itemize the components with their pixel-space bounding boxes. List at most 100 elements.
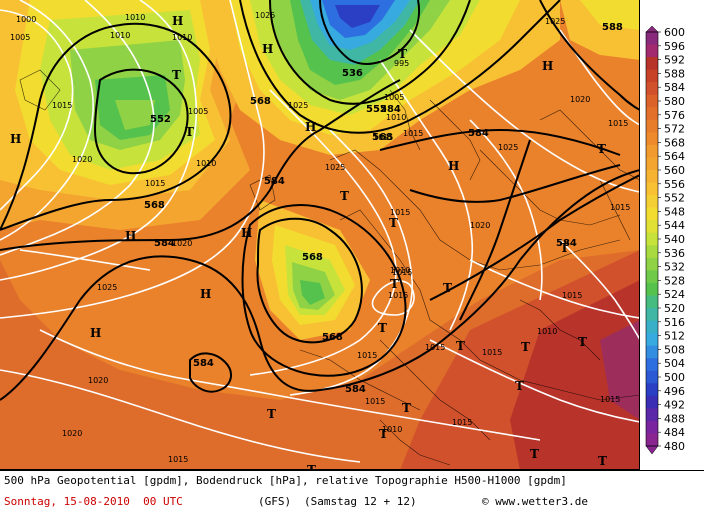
topography-fill bbox=[0, 0, 639, 469]
legend-swatch bbox=[646, 395, 658, 409]
legend-swatch bbox=[646, 220, 658, 234]
geopotential-label: 552 bbox=[150, 114, 171, 125]
legend-tick-label: 540 bbox=[664, 233, 685, 246]
low-pressure-marker: T bbox=[598, 454, 607, 468]
isobar-label: 1010 bbox=[125, 13, 145, 22]
isobar-label: 1010 bbox=[172, 33, 192, 42]
isobar-label: 1025 bbox=[498, 143, 518, 152]
legend-tick-label: 564 bbox=[664, 150, 685, 163]
low-pressure-marker: T bbox=[515, 379, 524, 393]
high-pressure-marker: H bbox=[542, 59, 553, 73]
low-pressure-marker: T bbox=[267, 407, 276, 421]
isobar-label: 1010 bbox=[390, 266, 410, 275]
coastlines bbox=[19, 69, 639, 466]
legend-swatch bbox=[646, 82, 658, 96]
isobar-label: 1010 bbox=[537, 327, 557, 336]
legend-swatch bbox=[646, 207, 658, 221]
legend-swatch bbox=[646, 320, 658, 334]
high-pressure-marker: H bbox=[125, 229, 136, 243]
low-pressure-marker: T bbox=[402, 401, 411, 415]
low-pressure-marker: T bbox=[172, 68, 181, 82]
legend-swatch bbox=[646, 282, 658, 296]
geopotential-label: 584 bbox=[345, 384, 366, 395]
legend-swatch bbox=[646, 195, 658, 209]
low-pressure-marker: T bbox=[398, 47, 407, 61]
geopotential-label: 552 bbox=[366, 104, 387, 115]
isobar-label: 1005 bbox=[188, 107, 208, 116]
legend-tick-label: 528 bbox=[664, 274, 685, 287]
high-pressure-marker: H bbox=[305, 120, 316, 134]
legend-tick-label: 516 bbox=[664, 316, 685, 329]
legend-tick-label: 596 bbox=[664, 40, 685, 53]
low-pressure-marker: T bbox=[307, 463, 316, 470]
legend-swatch bbox=[646, 182, 658, 196]
legend-tick-label: 508 bbox=[664, 343, 685, 356]
legend-swatch bbox=[646, 57, 658, 71]
isobar-label: 1015 bbox=[52, 101, 72, 110]
legend-swatch bbox=[646, 44, 658, 58]
legend-tick-label: 520 bbox=[664, 302, 685, 315]
legend-swatch bbox=[646, 132, 658, 146]
isobar-label: 1010 bbox=[382, 425, 402, 434]
low-pressure-marker: T bbox=[530, 447, 539, 461]
legend-tick-label: 572 bbox=[664, 123, 685, 136]
chart-caption: 500 hPa Geopotential [gpdm], Bodendruck … bbox=[0, 470, 704, 513]
isobar-label: 1005 bbox=[384, 93, 404, 102]
color-scale-legend: 600 596 592 588 584 580 576 572 568 564 560 556 552 5… bbox=[640, 25, 704, 460]
isobar-labels: 1000 1005 1010 1010 1010 1015 1020 1015 … bbox=[10, 11, 630, 464]
legend-tick-label: 536 bbox=[664, 247, 685, 260]
high-pressure-marker: H bbox=[10, 132, 21, 146]
isobar-label: 1015 bbox=[373, 133, 393, 142]
isobar-label: 1005 bbox=[10, 33, 30, 42]
map-area: 1000 1005 1010 1010 1010 1015 1020 1015 … bbox=[0, 0, 640, 470]
legend-tick-label: 512 bbox=[664, 330, 685, 343]
geopotential-labels: 552 568 584 584 568 568 584 584 536 552 … bbox=[144, 22, 623, 395]
geopotential-label: 568 bbox=[302, 252, 323, 263]
legend-tick-label: 492 bbox=[664, 399, 685, 412]
legend-swatch bbox=[646, 119, 658, 133]
geopotential-lines bbox=[0, 0, 639, 401]
isobar-label: 1015 bbox=[357, 351, 377, 360]
legend-tick-label: 524 bbox=[664, 288, 685, 301]
legend-swatch bbox=[646, 383, 658, 397]
caption-run: (Samstag 12 + 12) bbox=[304, 495, 417, 508]
legend-swatch bbox=[646, 232, 658, 246]
legend-swatch bbox=[646, 69, 658, 83]
isobar-label: 1015 bbox=[365, 397, 385, 406]
legend-tick-label: 488 bbox=[664, 412, 685, 425]
legend-swatch bbox=[646, 107, 658, 121]
isobar-label: 1020 bbox=[88, 376, 108, 385]
geopotential-label: 584 bbox=[193, 358, 214, 369]
legend-bottom-arrow bbox=[645, 445, 659, 455]
caption-date: Sonntag, 15-08-2010 00 UTC bbox=[4, 495, 183, 508]
isobar-label: 1010 bbox=[386, 113, 406, 122]
isobar-label: 1025 bbox=[255, 11, 275, 20]
isobar-label: 1015 bbox=[600, 395, 620, 404]
legend-tick-label: 484 bbox=[664, 426, 685, 439]
caption-copyright: © www.wetter3.de bbox=[482, 495, 588, 508]
legend-tick-label: 544 bbox=[664, 219, 685, 232]
geopotential-label: 584 bbox=[264, 176, 285, 187]
low-pressure-marker: T bbox=[340, 189, 349, 203]
geopotential-label: 536 bbox=[342, 68, 363, 79]
isobar-label: 1015 bbox=[425, 343, 445, 352]
geopotential-label: 584 bbox=[380, 104, 401, 115]
low-pressure-marker: T bbox=[560, 241, 569, 255]
isobar-label: 1020 bbox=[570, 95, 590, 104]
legend-tick-label: 592 bbox=[664, 54, 685, 67]
low-pressure-marker: T bbox=[597, 142, 606, 156]
isobar-label: 1020 bbox=[72, 155, 92, 164]
legend-tick-label: 580 bbox=[664, 95, 685, 108]
geopotential-label: 584 bbox=[154, 238, 175, 249]
legend-tick-label: 504 bbox=[664, 357, 685, 370]
high-pressure-marker: H bbox=[262, 42, 273, 56]
legend-tick-label: 532 bbox=[664, 261, 685, 274]
isobar-label: 1025 bbox=[288, 101, 308, 110]
low-pressure-marker: T bbox=[185, 125, 194, 139]
geopotential-label: 584 bbox=[468, 128, 489, 139]
legend-swatch bbox=[646, 420, 658, 434]
legend-swatch bbox=[646, 257, 658, 271]
geopotential-label: 568 bbox=[372, 132, 393, 143]
low-pressure-marker: T bbox=[378, 321, 387, 335]
